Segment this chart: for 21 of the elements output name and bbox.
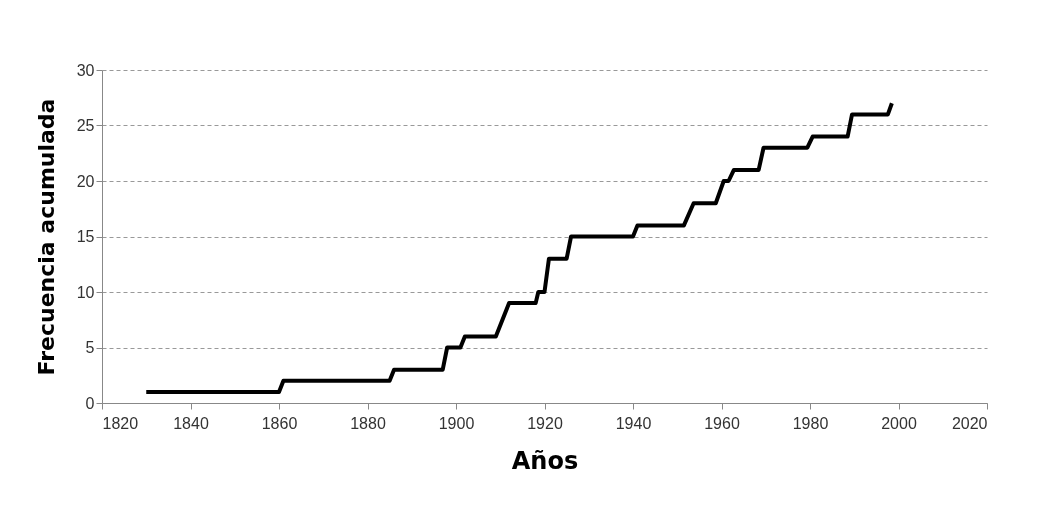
y-tick-label: 10 [76,283,95,301]
line-series [144,101,894,394]
y-axis-title: Frecuencia acumulada [33,98,59,376]
x-tick-label: 1840 [173,414,209,432]
x-tick-label: 1940 [615,414,652,432]
x-tick-label: 2020 [951,414,988,432]
y-tick-label: 30 [76,61,95,79]
x-tick-label: 1860 [261,414,298,432]
x-tick-label: 1960 [704,414,740,432]
x-tick-label: 1920 [527,414,563,432]
x-tick-label: 1880 [350,414,386,432]
x-tick-label: 1820 [102,414,139,432]
y-tick-label: 15 [76,228,95,245]
x-tick-label: 1900 [438,414,475,432]
y-tick-label: 20 [76,172,95,190]
x-tick-label: 2000 [881,414,917,432]
x-axis-title: Años [511,446,579,475]
y-tick-label: 0 [85,394,95,412]
x-tick-label: 1980 [792,414,829,432]
y-tick-label: 5 [85,339,95,356]
y-tick-label: 25 [76,117,95,134]
